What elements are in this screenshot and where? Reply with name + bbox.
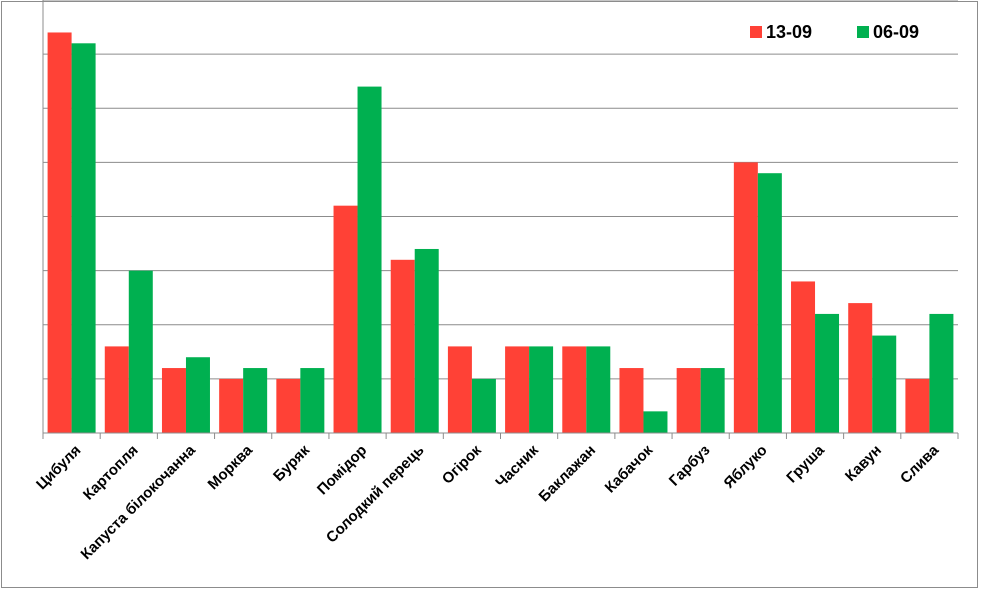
x-tick-label: Цибуля [33, 442, 84, 493]
bar-13-09 [791, 281, 816, 433]
x-tick-label: Слива [897, 441, 943, 487]
bar-13-09 [505, 346, 530, 433]
x-tick-label: Груша [783, 441, 828, 486]
bar-13-09 [47, 32, 72, 433]
x-tick-label: Капуста білокочанна [78, 441, 200, 563]
bar-06-09 [357, 86, 382, 433]
bar-13-09 [562, 346, 587, 433]
bar-06-09 [586, 346, 611, 433]
x-tick-label: Часник [492, 441, 542, 491]
legend: 13-09 06-09 [750, 22, 919, 42]
bar-13-09 [161, 368, 186, 433]
legend-label-06-09: 06-09 [873, 22, 919, 42]
bar-13-09 [104, 346, 129, 433]
bar-06-09 [872, 335, 897, 433]
bar-06-09 [300, 368, 325, 433]
x-tick-label: Помідор [314, 442, 370, 498]
bar-13-09 [676, 368, 701, 433]
legend-swatch-13-09 [750, 26, 762, 38]
bar-06-09 [128, 270, 153, 433]
x-tick-label: Солодкий перець [323, 442, 428, 547]
bar-13-09 [733, 162, 758, 433]
bar-06-09 [471, 378, 496, 433]
bar-06-09 [529, 346, 554, 433]
bar-06-09 [929, 313, 954, 433]
bar-13-09 [219, 378, 244, 433]
bar-13-09 [447, 346, 472, 433]
x-tick-label: Картопля [80, 442, 142, 504]
bar-06-09 [815, 313, 840, 433]
bar-13-09 [905, 378, 930, 433]
bar-06-09 [71, 43, 96, 434]
bar-13-09 [333, 205, 358, 433]
bar-06-09 [757, 173, 782, 433]
bar-13-09 [619, 368, 644, 433]
bar-13-09 [390, 259, 415, 433]
x-tick-label: Яблуко [721, 442, 771, 492]
bar-06-09 [700, 368, 725, 433]
bar-06-09 [243, 368, 268, 433]
axes [42, 0, 959, 439]
bar-06-09 [643, 411, 668, 433]
x-tick-label: Кабачок [602, 441, 657, 496]
bars [47, 32, 954, 434]
x-tick-label: Морква [205, 441, 257, 493]
bar-06-09 [185, 357, 210, 433]
x-tick-label: Кавун [842, 442, 885, 485]
x-tick-label: Буряк [270, 441, 313, 484]
legend-swatch-06-09 [857, 26, 869, 38]
x-tick-label: Баклажан [536, 442, 600, 506]
x-tick-label: Огірок [439, 441, 485, 487]
bar-06-09 [414, 248, 439, 433]
bar-13-09 [848, 303, 873, 433]
x-tick-label: Гарбуз [666, 442, 714, 490]
bar-13-09 [276, 378, 301, 433]
legend-label-13-09: 13-09 [766, 22, 812, 42]
